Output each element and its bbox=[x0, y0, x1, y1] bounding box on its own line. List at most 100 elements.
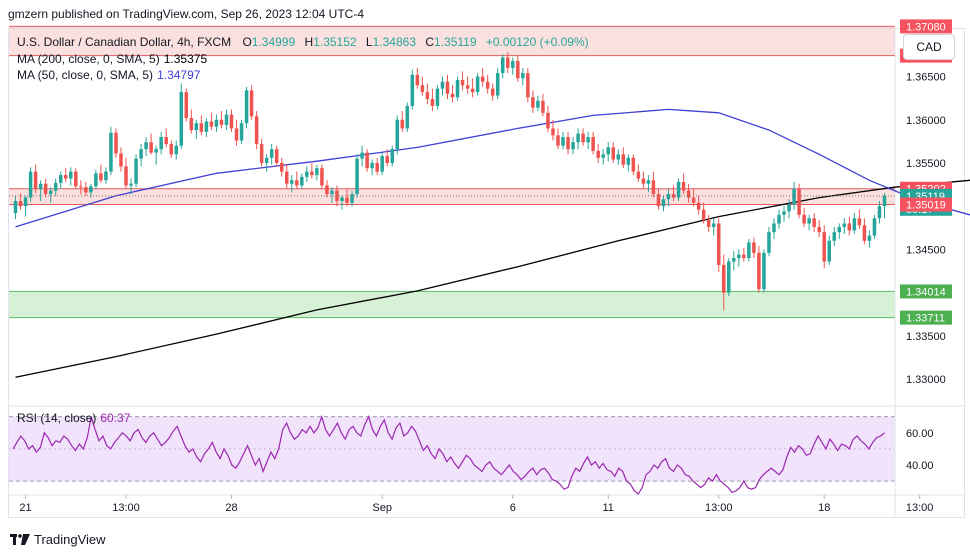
candle-body bbox=[490, 88, 495, 96]
candle-body bbox=[511, 60, 515, 68]
candle-body bbox=[13, 201, 18, 214]
candle-body bbox=[721, 264, 726, 293]
price-tick-label: 1.36500 bbox=[906, 72, 946, 84]
currency-button[interactable]: CAD bbox=[903, 34, 955, 60]
candle-body bbox=[621, 154, 626, 165]
footer-brand: TradingView bbox=[34, 532, 106, 547]
candle-body bbox=[425, 92, 430, 100]
candle-body bbox=[119, 153, 123, 167]
candle-body bbox=[53, 182, 58, 191]
candle-body bbox=[651, 180, 656, 195]
candle-body bbox=[857, 218, 862, 226]
candle-body bbox=[199, 123, 204, 132]
ma200-legend[interactable]: MA (200, close, 0, SMA, 5) 1.35375 bbox=[17, 52, 207, 66]
candle-body bbox=[184, 92, 189, 119]
candle-body bbox=[556, 135, 560, 146]
candle-body bbox=[340, 197, 344, 202]
rsi-legend[interactable]: RSI (14, close) 60.37 bbox=[17, 411, 130, 425]
rsi-tick-label: 60.00 bbox=[906, 428, 934, 440]
price-tick-label: 1.33000 bbox=[906, 374, 946, 386]
candle-body bbox=[737, 254, 741, 259]
price-label: 1.33711 bbox=[906, 313, 945, 325]
candle-body bbox=[842, 223, 847, 227]
candle-body bbox=[224, 114, 229, 125]
candle-body bbox=[415, 74, 420, 86]
candle-body bbox=[460, 79, 465, 86]
candle-body bbox=[345, 197, 349, 203]
candle-body bbox=[380, 156, 384, 172]
candle-body bbox=[671, 194, 676, 198]
candle-body bbox=[274, 149, 279, 163]
candle-body bbox=[179, 92, 184, 146]
candle-body bbox=[852, 218, 857, 231]
ohlc-h-label: H bbox=[304, 35, 314, 49]
candle-body bbox=[516, 60, 520, 79]
candle-body bbox=[475, 76, 480, 93]
ma50-value: 1.34797 bbox=[157, 68, 201, 82]
candle-body bbox=[234, 128, 239, 141]
ohlc-l-label: L bbox=[365, 35, 373, 49]
candle-body bbox=[862, 225, 867, 241]
ohlc-l: 1.34863 bbox=[372, 35, 416, 49]
candle-body bbox=[360, 152, 364, 159]
symbol-name: U.S. Dollar / Canadian Dollar, 4h, FXCM bbox=[17, 35, 232, 49]
candle-body bbox=[214, 119, 219, 127]
candle-body bbox=[300, 176, 304, 186]
candle-body bbox=[74, 171, 78, 187]
price-label: 1.34014 bbox=[906, 286, 946, 298]
zone-support-2 bbox=[9, 291, 895, 318]
symbol-legend: U.S. Dollar / Canadian Dollar, 4h, FXCM … bbox=[17, 35, 589, 49]
candle-body bbox=[310, 171, 314, 176]
candle-body bbox=[691, 197, 696, 203]
candle-body bbox=[264, 157, 269, 163]
candle-body bbox=[209, 121, 214, 127]
candle-body bbox=[847, 223, 852, 231]
price-label-box bbox=[900, 19, 952, 34]
candle-body bbox=[822, 232, 826, 262]
candle-body bbox=[315, 168, 319, 176]
candle-body bbox=[817, 226, 821, 233]
candle-body bbox=[58, 175, 63, 183]
candle-body bbox=[711, 223, 716, 227]
candle-body bbox=[395, 119, 400, 150]
candle-body bbox=[716, 223, 721, 265]
candle-body bbox=[601, 154, 605, 158]
candle-body bbox=[23, 197, 28, 207]
candle-body bbox=[370, 162, 374, 169]
candle-body bbox=[355, 158, 359, 195]
candle-body bbox=[616, 154, 621, 160]
candle-body bbox=[295, 180, 299, 186]
zone-resistance-0 bbox=[9, 26, 895, 56]
candle-body bbox=[129, 183, 133, 186]
time-tick-label: Sep bbox=[372, 502, 392, 514]
candle-body bbox=[365, 152, 369, 169]
rsi-tick-label: 40.00 bbox=[906, 460, 934, 472]
candle-body bbox=[676, 181, 681, 198]
candle-body bbox=[33, 171, 38, 189]
candle-body bbox=[832, 232, 837, 241]
candle-body bbox=[239, 123, 244, 141]
candle-body bbox=[149, 142, 153, 153]
candle-body bbox=[465, 85, 470, 89]
price-label: 1.37080 bbox=[906, 21, 946, 33]
candle-body bbox=[797, 188, 801, 215]
candle-body bbox=[762, 252, 766, 290]
candle-body bbox=[48, 190, 53, 195]
ma50-legend[interactable]: MA (50, close, 0, SMA, 5) 1.34797 bbox=[17, 68, 200, 82]
candle-body bbox=[164, 137, 168, 144]
time-tick-label: 13:00 bbox=[906, 502, 934, 514]
candle-body bbox=[470, 88, 475, 93]
candle-body bbox=[99, 173, 103, 181]
candle-body bbox=[596, 150, 600, 158]
ohlc-o: 1.34999 bbox=[251, 35, 296, 49]
candle-body bbox=[114, 132, 118, 154]
candle-body bbox=[500, 57, 505, 74]
candle-body bbox=[450, 93, 455, 98]
ohlc-c-label: C bbox=[425, 35, 435, 49]
candle-body bbox=[681, 181, 686, 191]
candle-body bbox=[279, 162, 284, 172]
candle-body bbox=[249, 90, 254, 117]
candle-body bbox=[727, 261, 731, 293]
ohlc-change: +0.00120 (+0.09%) bbox=[485, 35, 589, 49]
